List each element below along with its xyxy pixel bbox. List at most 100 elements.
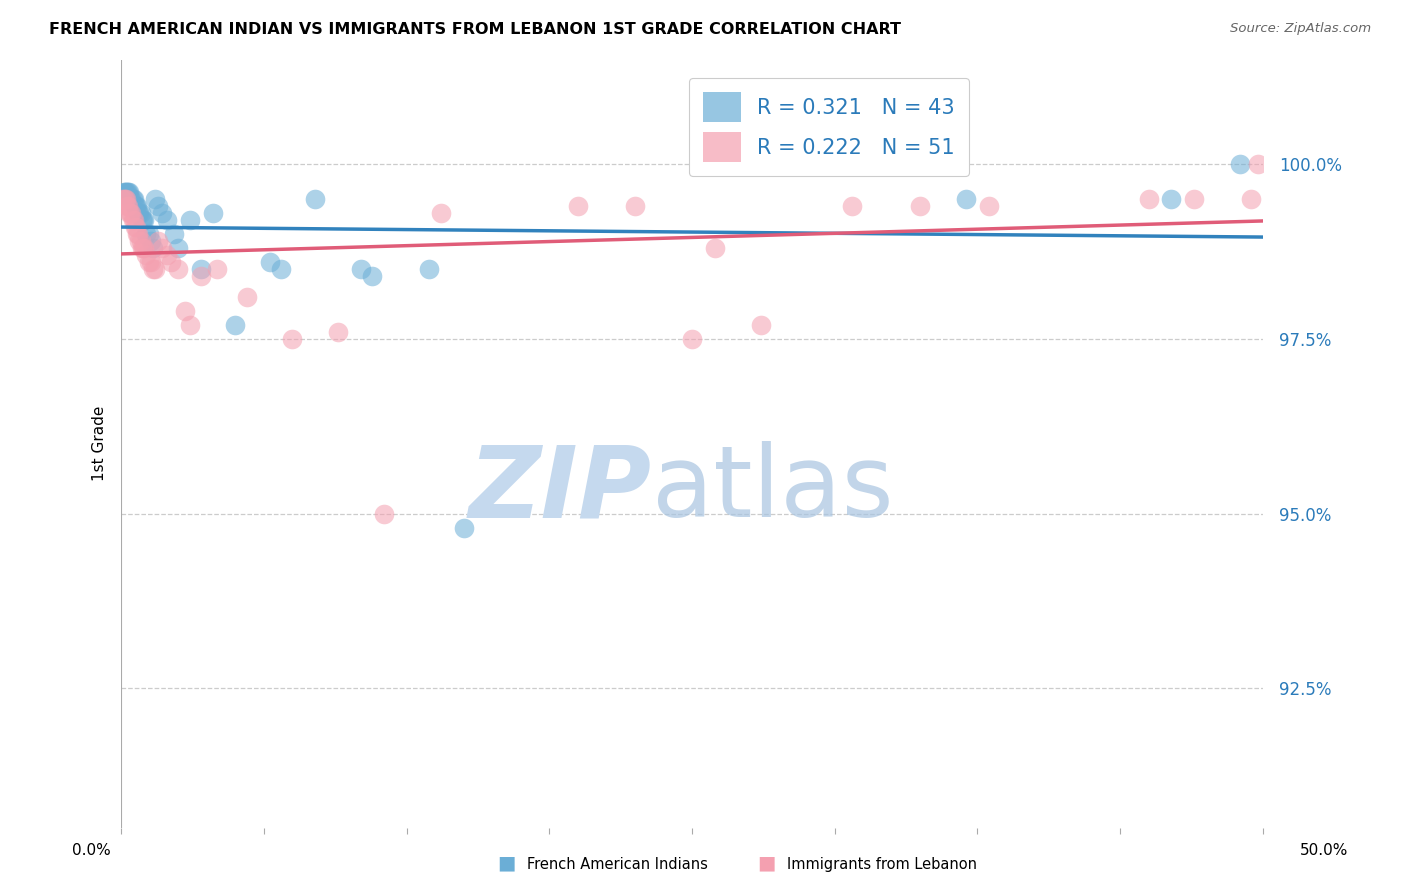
Point: [122, 192, 145, 206]
Point: [132, 213, 155, 227]
Point: [156, 248, 179, 262]
Point: [418, 262, 440, 277]
Point: [361, 269, 384, 284]
Point: [841, 199, 863, 213]
Point: [112, 192, 135, 206]
Point: [125, 199, 148, 213]
Point: [373, 507, 395, 521]
Point: [174, 304, 197, 318]
Point: [146, 234, 169, 248]
Point: [121, 213, 143, 227]
Y-axis label: 1st Grade: 1st Grade: [93, 406, 107, 482]
Point: [114, 186, 136, 200]
Point: [127, 206, 149, 220]
Point: [131, 241, 153, 255]
Point: [201, 206, 224, 220]
Point: [120, 192, 142, 206]
Point: [142, 262, 165, 277]
Point: [129, 206, 152, 220]
Point: [430, 206, 453, 220]
Text: atlas: atlas: [652, 442, 894, 539]
Point: [270, 262, 292, 277]
Point: [145, 192, 167, 206]
Text: ■: ■: [756, 854, 776, 872]
Point: [127, 227, 149, 242]
Point: [453, 520, 475, 534]
Point: [138, 227, 160, 242]
Point: [167, 241, 190, 255]
Point: [117, 199, 139, 213]
Point: [977, 199, 1000, 213]
Point: [1229, 157, 1251, 171]
Point: [115, 186, 138, 200]
Point: [281, 332, 304, 346]
Point: [115, 199, 138, 213]
Point: [121, 206, 143, 220]
Point: [326, 325, 349, 339]
Point: [150, 206, 173, 220]
Point: [146, 199, 169, 213]
Text: FRENCH AMERICAN INDIAN VS IMMIGRANTS FROM LEBANON 1ST GRADE CORRELATION CHART: FRENCH AMERICAN INDIAN VS IMMIGRANTS FRO…: [49, 22, 901, 37]
Point: [139, 255, 162, 269]
Point: [205, 262, 228, 277]
Point: [135, 248, 157, 262]
Point: [681, 332, 703, 346]
Point: [118, 186, 141, 200]
Point: [1247, 157, 1270, 171]
Point: [703, 241, 725, 255]
Point: [114, 192, 136, 206]
Point: [127, 227, 149, 242]
Point: [132, 241, 155, 255]
Point: [112, 186, 135, 200]
Point: [128, 234, 150, 248]
Text: 0.0%: 0.0%: [72, 843, 111, 858]
Point: [120, 206, 142, 220]
Text: French American Indians: French American Indians: [527, 857, 709, 872]
Text: Immigrants from Lebanon: Immigrants from Lebanon: [787, 857, 977, 872]
Point: [1182, 192, 1205, 206]
Point: [304, 192, 326, 206]
Point: [142, 241, 165, 255]
Point: [145, 262, 167, 277]
Point: [111, 192, 134, 206]
Point: [132, 241, 155, 255]
Point: [163, 227, 186, 242]
Point: [910, 199, 932, 213]
Point: [259, 255, 281, 269]
Point: [124, 199, 146, 213]
Point: [121, 192, 143, 206]
Point: [128, 206, 150, 220]
Point: [118, 206, 141, 220]
Point: [167, 262, 190, 277]
Point: [138, 255, 160, 269]
Point: [749, 318, 772, 332]
Point: [224, 318, 246, 332]
Point: [350, 262, 373, 277]
Text: ■: ■: [496, 854, 516, 872]
Legend: R = 0.321   N = 43, R = 0.222   N = 51: R = 0.321 N = 43, R = 0.222 N = 51: [689, 78, 970, 177]
Point: [132, 213, 155, 227]
Text: ZIP: ZIP: [470, 442, 652, 539]
Point: [117, 186, 139, 200]
Point: [156, 213, 179, 227]
Point: [121, 192, 143, 206]
Point: [135, 227, 157, 242]
Point: [190, 269, 212, 284]
Point: [1160, 192, 1182, 206]
Point: [114, 192, 136, 206]
Point: [127, 199, 149, 213]
Point: [179, 318, 201, 332]
Point: [114, 186, 136, 200]
Point: [1240, 192, 1263, 206]
Point: [236, 290, 259, 304]
Point: [125, 220, 148, 235]
Point: [139, 234, 162, 248]
Point: [150, 241, 173, 255]
Point: [122, 213, 145, 227]
Text: Source: ZipAtlas.com: Source: ZipAtlas.com: [1230, 22, 1371, 36]
Point: [190, 262, 212, 277]
Point: [624, 199, 647, 213]
Point: [955, 192, 977, 206]
Point: [131, 213, 153, 227]
Point: [179, 213, 201, 227]
